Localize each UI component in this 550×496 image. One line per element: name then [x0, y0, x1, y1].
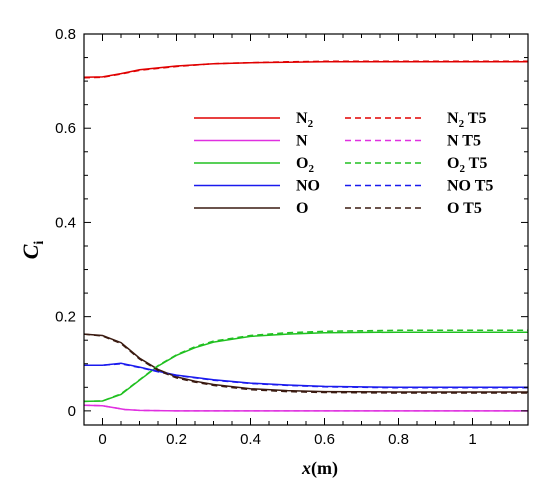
y-axis-title-main: C [18, 244, 43, 259]
legend-label-subscript: 2 [308, 118, 314, 130]
legend-label: N T5 [447, 133, 481, 150]
x-axis-title-var: x [301, 458, 311, 478]
legend-label-suffix: T5 [459, 133, 481, 150]
x-tick-label: 0.4 [240, 431, 261, 448]
legend-label-suffix: T5 [464, 110, 486, 127]
legend-label: N [296, 133, 308, 150]
legend-label: O T5 [447, 200, 482, 217]
x-tick-label: 0.8 [388, 431, 409, 448]
y-axis-title: Ci [18, 241, 47, 260]
legend-label-text: N [296, 110, 308, 127]
x-axis-title: x(m) [301, 458, 338, 479]
legend-label-text: NO [447, 178, 471, 195]
legend-label-text: N [296, 133, 308, 150]
legend-label: N2 [296, 110, 314, 130]
series-line-no-t5 [84, 363, 528, 389]
legend-label-text: O [447, 155, 459, 172]
y-tick-label: 0.8 [55, 26, 76, 43]
x-tick-label: 0.6 [314, 431, 335, 448]
legend-label-suffix: T5 [459, 200, 481, 217]
series-line-o-t5 [83, 333, 528, 394]
legend-label-text: N [447, 110, 459, 127]
y-tick-label: 0 [68, 403, 76, 420]
series-line-o2-t5 [83, 329, 528, 403]
legend-label-suffix: T5 [471, 178, 493, 195]
x-tick-label: 0.2 [166, 431, 187, 448]
x-axis-title-unit: (m) [311, 458, 338, 479]
legend-label-subscript: 2 [459, 118, 465, 130]
legend-label-suffix: T5 [465, 155, 487, 172]
y-tick-label: 0.6 [55, 120, 76, 137]
legend-label: NO T5 [447, 178, 493, 195]
legend-label: O [296, 200, 308, 217]
x-tick-label: 1 [468, 431, 476, 448]
y-tick-label: 0.2 [55, 309, 76, 326]
y-tick-label: 0.4 [55, 214, 76, 231]
series-line-n2-t5 [83, 60, 528, 79]
legend-label: O2 T5 [447, 155, 487, 175]
legend-label-text: O [296, 155, 308, 172]
plot-area [83, 60, 528, 412]
legend-label-text: O [296, 200, 308, 217]
legend-label-text: O [447, 200, 459, 217]
x-tick-label: 0 [98, 431, 106, 448]
series-line-n-t5 [83, 404, 528, 412]
legend-label: N2 T5 [447, 110, 486, 130]
legend-label-text: N [447, 133, 459, 150]
legend-label: O2 [296, 155, 314, 175]
axes: 0 0.2 0.4 0.6 0.8 1 0 0.2 0.4 0.6 0.8 [55, 26, 529, 448]
y-axis-title-sub: i [32, 241, 47, 245]
legend-label-text: NO [296, 178, 320, 195]
legend-label-subscript: 2 [459, 163, 465, 175]
legend-label: NO [296, 178, 320, 195]
legend-label-subscript: 2 [308, 163, 314, 175]
